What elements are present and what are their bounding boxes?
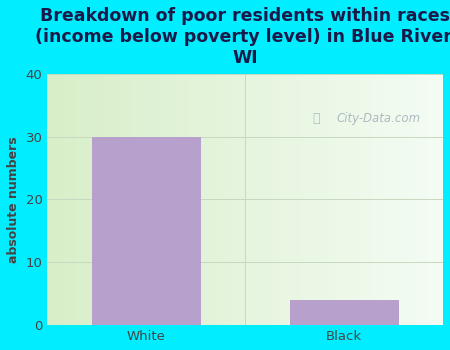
Text: City-Data.com: City-Data.com	[336, 112, 420, 125]
Title: Breakdown of poor residents within races
(income below poverty level) in Blue Ri: Breakdown of poor residents within races…	[35, 7, 450, 66]
Text: ⧗: ⧗	[313, 112, 320, 125]
Y-axis label: absolute numbers: absolute numbers	[7, 136, 20, 263]
Bar	[92, 136, 201, 325]
Bar	[290, 300, 399, 325]
